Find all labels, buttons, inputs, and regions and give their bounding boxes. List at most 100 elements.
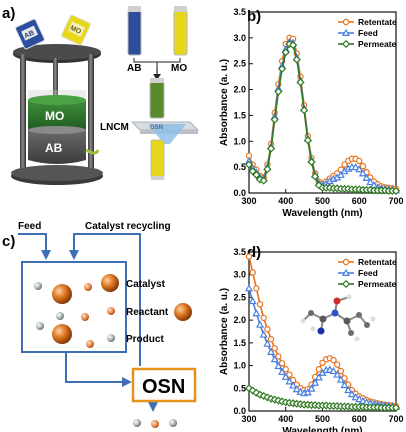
b-data-point-permeate bbox=[292, 55, 301, 64]
b-x-tick-label: 700 bbox=[388, 196, 403, 206]
b-y-axis-label: Absorbance (a. u.) bbox=[219, 59, 230, 146]
mo-layer bbox=[28, 100, 86, 130]
d-y-tick-label: 1.0 bbox=[233, 361, 246, 371]
b-y-tick-label: 3.5 bbox=[233, 7, 246, 17]
d-legend-label: Retentate bbox=[358, 257, 397, 267]
mo-layer-label: MO bbox=[45, 109, 64, 123]
d-data-point-feed bbox=[274, 361, 283, 370]
mo-vial: MO bbox=[171, 6, 188, 74]
b-data-point-feed bbox=[351, 162, 360, 171]
reactor-rod-center bbox=[53, 58, 58, 98]
d-y-tick-label: 0.0 bbox=[233, 406, 246, 416]
molecule-inset bbox=[300, 294, 376, 342]
d-data-point-feed bbox=[314, 373, 323, 381]
d-y-tick-label: 2.5 bbox=[233, 292, 246, 302]
b-data-point-permeate bbox=[314, 181, 323, 190]
d-data-point-retentate bbox=[315, 366, 323, 373]
b-data-point-permeate bbox=[296, 78, 305, 87]
panel-b: b) 300 400 500 600 7000.00.51.01.52.02.53.03… bbox=[219, 7, 404, 219]
d-data-point-retentate bbox=[271, 345, 278, 352]
b-data-point-permeate bbox=[270, 115, 279, 124]
membrane-text: OSN bbox=[150, 125, 163, 131]
b-data-point-permeate bbox=[248, 167, 257, 176]
d-data-point-feed bbox=[248, 296, 257, 305]
mo-vial-label: MO bbox=[171, 63, 187, 74]
b-y-tick-label: 2.0 bbox=[233, 85, 246, 95]
d-data-point-retentate bbox=[337, 367, 345, 375]
d-data-point-retentate bbox=[282, 366, 289, 373]
b-y-tick-label: 0.0 bbox=[233, 188, 246, 198]
panel-c: c) Feed Catalyst recycling Catalyst Reac… bbox=[2, 221, 197, 428]
d-data-point-feed bbox=[270, 354, 279, 363]
d-x-tick-label: 400 bbox=[278, 414, 293, 424]
d-data-point-permeate bbox=[391, 403, 401, 412]
b-data-point-permeate bbox=[391, 186, 401, 195]
d-data-point-retentate bbox=[264, 326, 271, 333]
d-data-point-feed bbox=[333, 370, 342, 378]
d-legend-label: Feed bbox=[358, 268, 378, 278]
b-legend-label: Permeate bbox=[358, 39, 397, 49]
d-x-tick-label: 500 bbox=[315, 414, 330, 424]
b-data-point-permeate bbox=[278, 64, 287, 73]
feed-arrow bbox=[18, 233, 51, 260]
d-data-point-retentate bbox=[278, 360, 286, 367]
lncm-membrane: OSN LNCM bbox=[100, 121, 199, 144]
d-data-point-feed bbox=[244, 284, 254, 292]
reactor-rod-right bbox=[88, 54, 94, 174]
d-data-point-feed bbox=[278, 367, 287, 375]
b-y-tick-label: 1.0 bbox=[233, 136, 246, 146]
d-data-point-feed bbox=[355, 394, 364, 403]
d-data-point-feed bbox=[351, 393, 360, 401]
ab-layer-label: AB bbox=[45, 141, 63, 155]
b-data-point-retentate bbox=[359, 162, 367, 170]
mo-bottle: MO bbox=[61, 14, 91, 46]
d-series-line-feed bbox=[248, 288, 397, 408]
d-data-point-feed bbox=[252, 309, 261, 317]
d-data-point-retentate bbox=[319, 359, 326, 367]
d-y-tick-label: 3.5 bbox=[233, 247, 246, 257]
b-x-tick-label: 400 bbox=[278, 196, 293, 206]
recycle-arrow bbox=[69, 233, 141, 366]
d-x-tick-label: 300 bbox=[241, 414, 256, 424]
b-data-point-feed bbox=[355, 164, 364, 173]
d-legend-marker bbox=[342, 258, 350, 266]
outlet-reactant-particle bbox=[151, 420, 159, 428]
b-x-tick-label: 300 bbox=[241, 196, 256, 206]
product-legend-label: Product bbox=[126, 334, 164, 345]
d-data-point-feed bbox=[256, 320, 265, 328]
b-y-tick-label: 3.0 bbox=[233, 33, 246, 43]
b-series-line-retentate bbox=[248, 36, 397, 190]
reactant-legend-icon bbox=[107, 307, 115, 315]
b-data-point-permeate bbox=[259, 176, 268, 185]
d-data-point-feed bbox=[263, 339, 272, 347]
permeate-vial bbox=[150, 139, 165, 180]
b-data-point-permeate bbox=[274, 87, 283, 96]
b-data-point-permeate bbox=[311, 172, 320, 181]
d-data-point-retentate bbox=[334, 361, 341, 368]
d-data-point-feed bbox=[267, 347, 276, 355]
b-legend-marker bbox=[341, 28, 351, 36]
d-data-point-feed bbox=[285, 377, 294, 385]
d-data-point-retentate bbox=[330, 356, 337, 364]
reactant-legend-label: Reactant bbox=[126, 307, 169, 318]
panel-c-label: c) bbox=[2, 233, 15, 250]
ab-bottle: AB bbox=[15, 18, 45, 50]
catalyst-legend-icon bbox=[101, 274, 119, 292]
b-data-point-feed bbox=[358, 169, 367, 177]
d-y-tick-label: 3.0 bbox=[233, 270, 246, 280]
d-data-point-feed bbox=[347, 389, 356, 398]
b-x-axis-label: Wavelength (nm) bbox=[282, 208, 362, 219]
chart-b: 300 400 500 600 700 0.0 0.5 1.0 1.5 2.0 2.5 3.0 3.5 W… bbox=[219, 7, 404, 219]
feed-label: Feed bbox=[18, 221, 41, 232]
b-y-tick-label: 0.5 bbox=[233, 162, 246, 172]
b-legend-marker bbox=[341, 39, 351, 49]
d-data-point-retentate bbox=[275, 353, 282, 360]
d-data-point-retentate bbox=[267, 336, 275, 343]
d-data-point-feed bbox=[340, 380, 349, 389]
d-y-axis-label: Absorbance (a. u.) bbox=[219, 288, 230, 375]
d-x-tick-label: 700 bbox=[388, 414, 403, 424]
outlet-product-particle bbox=[133, 419, 141, 427]
d-data-point-retentate bbox=[249, 269, 256, 276]
b-data-point-permeate bbox=[244, 160, 254, 169]
